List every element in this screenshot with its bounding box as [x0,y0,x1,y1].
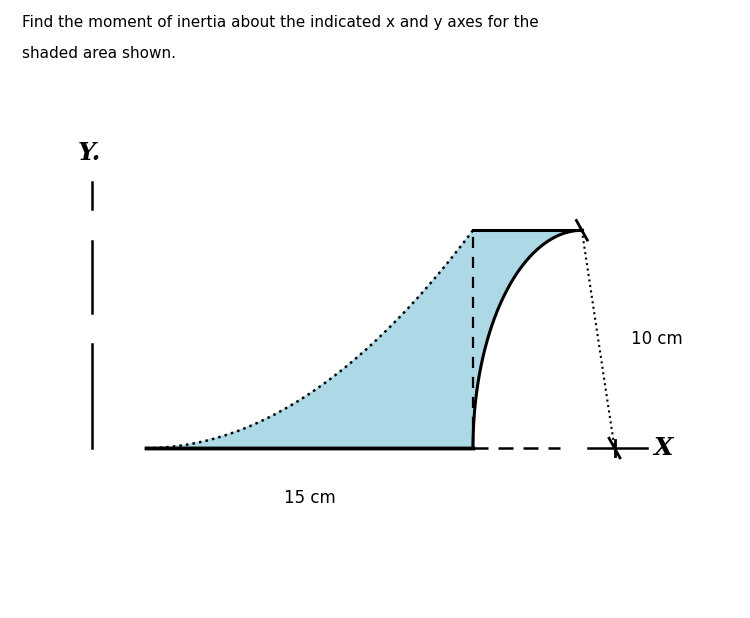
Text: Find the moment of inertia about the indicated x and y axes for the: Find the moment of inertia about the ind… [22,15,539,30]
Text: Y.: Y. [78,141,101,165]
Text: shaded area shown.: shaded area shown. [22,46,176,61]
Text: X: X [654,436,673,460]
Text: 10 cm: 10 cm [631,330,682,348]
Text: 15 cm: 15 cm [284,489,335,507]
Polygon shape [146,231,582,448]
